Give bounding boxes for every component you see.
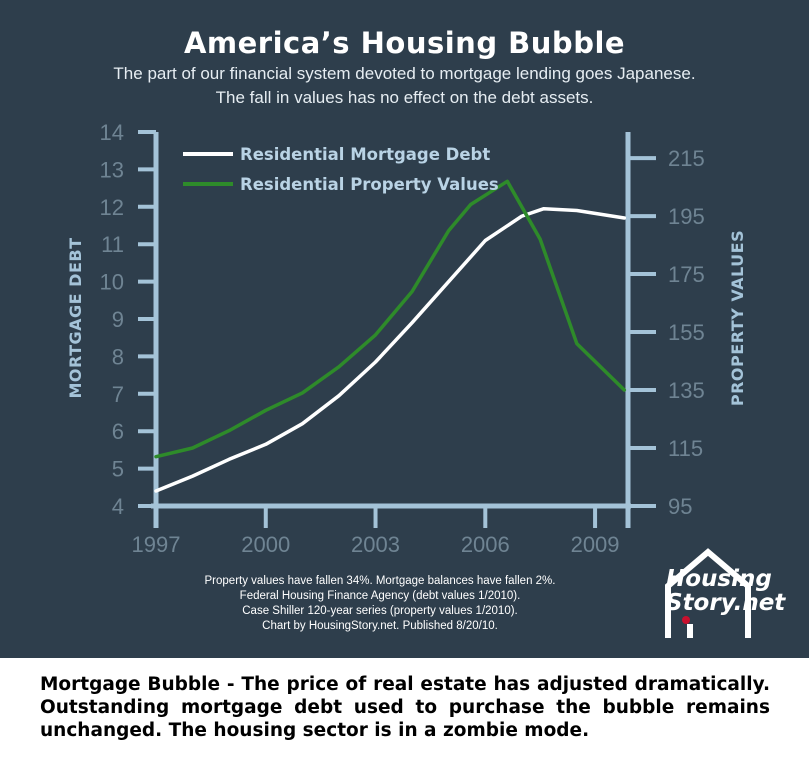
left-tick-label: 11 bbox=[101, 232, 124, 257]
left-tick-label: 5 bbox=[112, 457, 124, 482]
line-chart: 4 5 6 7 8 9 10 11 12 13 14 95 115 135 155 175 195 215 1997… bbox=[66, 120, 747, 557]
left-tick-label: 4 bbox=[112, 494, 124, 519]
axes bbox=[138, 130, 656, 528]
note-line-3: Case Shiller 120-year series (property v… bbox=[242, 605, 518, 617]
series-line-property-values bbox=[154, 179, 627, 459]
left-tick-label: 6 bbox=[112, 419, 124, 444]
note-line-2: Federal Housing Finance Agency (debt val… bbox=[239, 590, 521, 602]
note-line-4: Chart by HousingStory.net. Published 8/2… bbox=[262, 620, 498, 632]
left-tick-label: 13 bbox=[100, 157, 124, 182]
right-tick-label: 95 bbox=[668, 494, 692, 519]
note-line-1: Property values have fallen 34%. Mortgag… bbox=[204, 575, 556, 587]
left-tick-label: 8 bbox=[112, 344, 124, 369]
chart-title: America’s Housing Bubble bbox=[183, 26, 626, 60]
x-tick-label: 1997 bbox=[132, 532, 181, 557]
left-axis-title: MORTGAGE DEBT bbox=[66, 237, 85, 398]
left-tick-label: 7 bbox=[112, 382, 124, 407]
right-tick-label: 195 bbox=[668, 204, 705, 229]
left-tick-label: 14 bbox=[100, 120, 124, 145]
legend: Residential Mortgage Debt Residential Pr… bbox=[183, 145, 499, 194]
legend-label-debt: Residential Mortgage Debt bbox=[240, 145, 490, 164]
tick-labels: 4 5 6 7 8 9 10 11 12 13 14 95 115 135 155 175 195 215 1997… bbox=[100, 120, 705, 557]
right-tick-label: 135 bbox=[668, 378, 705, 403]
chart-subtitle-line-2: The fall in values has no effect on the … bbox=[215, 88, 594, 107]
logo-text-line-2: Story.net bbox=[666, 590, 786, 616]
left-tick-label: 9 bbox=[112, 307, 124, 332]
logo-dot-icon bbox=[682, 616, 690, 624]
x-tick-label: 2003 bbox=[351, 532, 400, 557]
x-tick-label: 2000 bbox=[241, 532, 290, 557]
caption: Mortgage Bubble - The price of real esta… bbox=[40, 674, 770, 741]
chart-subtitle-line-1: The part of our financial system devoted… bbox=[113, 64, 696, 83]
x-tick-label: 2006 bbox=[461, 532, 510, 557]
left-tick-label: 12 bbox=[100, 195, 124, 220]
right-tick-label: 155 bbox=[668, 320, 705, 345]
logo-house-outline bbox=[665, 548, 751, 638]
right-tick-label: 215 bbox=[668, 146, 705, 171]
series-line-mortgage-debt bbox=[154, 206, 627, 493]
legend-label-property: Residential Property Values bbox=[240, 175, 499, 194]
x-tick-label: 2009 bbox=[571, 532, 620, 557]
right-tick-label: 175 bbox=[668, 262, 705, 287]
right-axis-title: PROPERTY VALUES bbox=[728, 230, 747, 406]
housingstory-logo: Housing Story.net bbox=[665, 548, 786, 638]
series-lines bbox=[154, 179, 627, 493]
logo-text-line-1: Housing bbox=[666, 566, 772, 592]
right-tick-label: 115 bbox=[668, 436, 703, 461]
left-tick-label: 10 bbox=[100, 270, 124, 295]
